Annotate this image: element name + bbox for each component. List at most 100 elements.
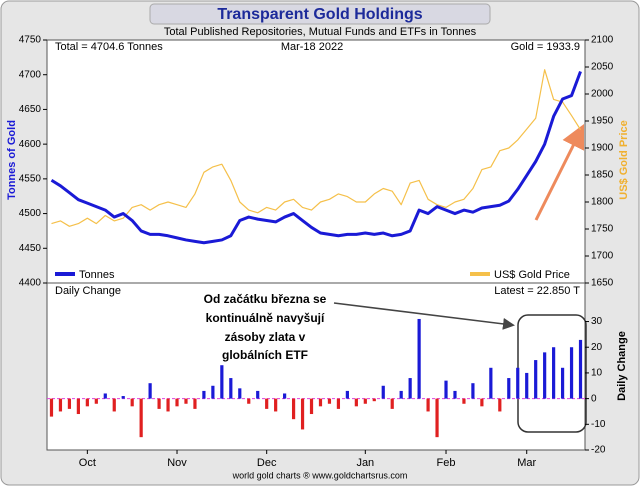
bar <box>354 398 358 407</box>
y-tick-label: 1750 <box>591 224 614 235</box>
bar <box>148 383 152 399</box>
bar <box>399 390 403 399</box>
y-tick-label: 4450 <box>19 243 42 254</box>
y-tick-label: 1850 <box>591 170 614 181</box>
bar <box>58 398 63 412</box>
y-tick-label: 1950 <box>591 116 614 127</box>
y-tick-label: 1700 <box>591 251 614 262</box>
bar <box>543 352 547 399</box>
callout-text: zásoby zlata v <box>225 330 306 344</box>
bar <box>130 398 134 407</box>
bar <box>516 367 520 399</box>
legend-label: Tonnes <box>79 269 115 281</box>
y-tick-label: 4500 <box>19 208 42 219</box>
bar <box>193 398 197 409</box>
legend-label: US$ Gold Price <box>494 269 570 281</box>
bar <box>94 398 98 404</box>
y-tick-label: 2100 <box>591 35 614 46</box>
y-tick-label: 4650 <box>19 104 42 115</box>
bar <box>471 383 475 399</box>
x-tick-label: Feb <box>437 457 456 469</box>
bar <box>318 398 323 407</box>
bar <box>175 398 179 407</box>
y-tick-label: 20 <box>591 342 603 353</box>
callout-text: Od začátku března se <box>204 292 327 306</box>
bar <box>381 385 385 399</box>
bar <box>220 365 224 399</box>
y-tick-label: 2000 <box>591 89 614 100</box>
bar <box>444 380 448 399</box>
bar <box>372 398 376 402</box>
x-tick-label: Dec <box>257 457 277 469</box>
bar <box>309 398 314 415</box>
bar <box>67 398 72 409</box>
bar <box>229 378 233 399</box>
title-box <box>149 3 491 25</box>
bar <box>578 339 583 399</box>
x-tick-label: Jan <box>356 457 374 469</box>
y2-axis-label: Daily Change <box>616 331 628 401</box>
bar <box>408 378 412 399</box>
chart-title: Transparent Gold Holdings <box>217 6 422 23</box>
bar <box>283 393 287 399</box>
bar <box>417 318 421 399</box>
callout-text: kontinuálně navyšují <box>206 311 325 325</box>
bar <box>489 367 493 399</box>
y-tick-label: 10 <box>591 368 603 379</box>
y2-axis-label: US$ Gold Price <box>618 120 630 199</box>
bar <box>247 398 251 404</box>
bar <box>569 347 574 399</box>
bar <box>256 390 260 399</box>
bar <box>139 398 143 438</box>
bar <box>274 398 278 412</box>
annotation: Latest = 22.850 T <box>494 285 580 297</box>
y-tick-label: 4400 <box>19 278 42 289</box>
y-axis-label: Tonnes of Gold <box>6 120 18 200</box>
trend-arrow <box>534 123 585 221</box>
y-tick-label: 4550 <box>19 173 42 184</box>
bar <box>462 398 466 404</box>
annotation: Daily Change <box>55 285 121 297</box>
bar <box>336 398 341 409</box>
bar <box>480 398 484 407</box>
bar <box>560 367 565 399</box>
bar <box>498 398 502 412</box>
series-line <box>50 70 582 245</box>
bar <box>265 398 269 409</box>
bar <box>238 388 242 399</box>
bar <box>300 398 305 430</box>
footer: world gold charts ® www.goldchartsrus.co… <box>232 470 408 480</box>
annotation: Mar-18 2022 <box>281 41 343 53</box>
bar <box>184 398 188 404</box>
bar <box>157 398 161 409</box>
bar <box>49 398 54 417</box>
x-tick-label: Mar <box>517 457 536 469</box>
bar <box>85 398 89 407</box>
y-tick-label: 1650 <box>591 278 614 289</box>
y-tick-label: 1900 <box>591 143 614 154</box>
y-tick-label: -20 <box>591 445 606 456</box>
y-tick-label: 4750 <box>19 35 42 46</box>
y-tick-label: 0 <box>591 393 597 404</box>
bar <box>112 398 116 412</box>
subtitle: Total Published Repositories, Mutual Fun… <box>164 26 477 38</box>
y-tick-label: 30 <box>591 316 603 327</box>
bar <box>327 398 332 404</box>
x-tick-label: Oct <box>79 457 96 469</box>
bar <box>534 360 538 399</box>
bar <box>166 398 170 412</box>
callout-text: globálních ETF <box>222 348 308 362</box>
bar <box>390 398 394 409</box>
bar <box>202 390 206 399</box>
y-tick-label: 4700 <box>19 69 42 80</box>
y-tick-label: 1800 <box>591 197 614 208</box>
bar <box>507 378 511 399</box>
bar <box>76 398 80 415</box>
annotation: Gold = 1933.9 <box>511 41 580 53</box>
plot-area <box>46 39 586 451</box>
bar <box>121 396 125 399</box>
y-tick-label: -10 <box>591 419 606 430</box>
y-tick-label: 4600 <box>19 139 42 150</box>
bar <box>103 393 107 399</box>
